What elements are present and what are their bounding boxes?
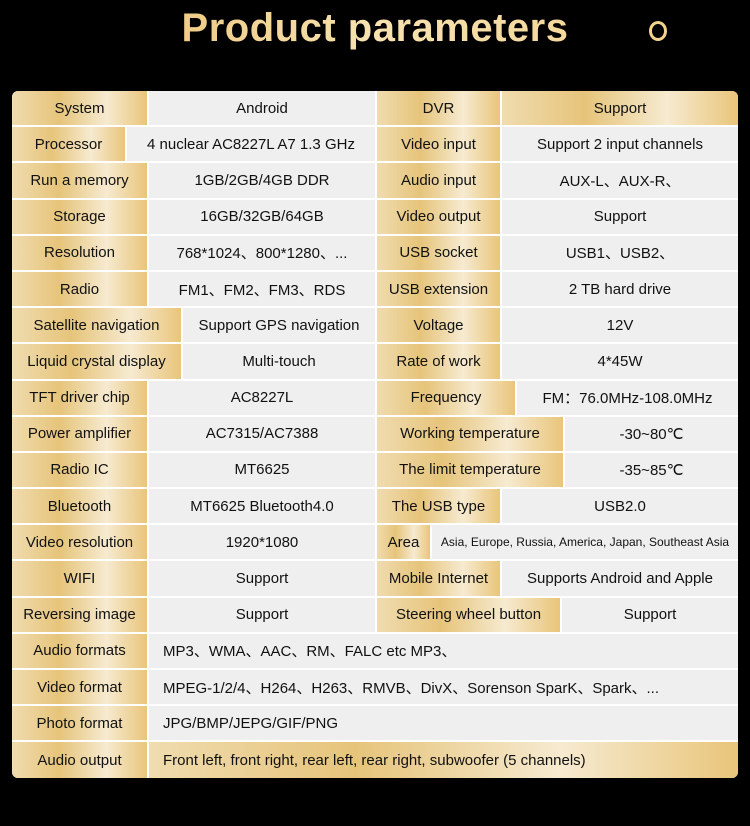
value-cell: USB1、USB2、	[502, 235, 738, 270]
label-cell: Liquid crystal display	[12, 344, 181, 379]
table-row: Video format MPEG-1/2/4、H264、H263、RMVB、D…	[12, 670, 738, 705]
table-row: Audio formats MP3、WMA、AAC、RM、FALC etc MP…	[12, 633, 738, 668]
table-row: Resolution 768*1024、800*1280、... USB soc…	[12, 235, 738, 270]
value-cell: JPG/BMP/JEPG/GIF/PNG	[149, 706, 738, 741]
label-cell: Video format	[12, 670, 147, 705]
label-cell: Storage	[12, 199, 147, 234]
value-cell: Support	[562, 597, 738, 632]
table-row: System Android DVR Support	[12, 91, 738, 126]
table-row: Run a memory 1GB/2GB/4GB DDR Audio input…	[12, 163, 738, 198]
table-row: TFT driver chip AC8227L Frequency FM：76.…	[12, 380, 738, 415]
value-cell: 4 nuclear AC8227L A7 1.3 GHz	[127, 127, 375, 162]
value-cell: AC8227L	[149, 380, 375, 415]
value-cell: MP3、WMA、AAC、RM、FALC etc MP3、	[149, 633, 738, 668]
value-cell: FM1、FM2、FM3、RDS	[149, 271, 375, 307]
table-row: Video resolution 1920*1080 Area Asia, Eu…	[12, 525, 738, 560]
label-cell: Area	[377, 525, 430, 560]
table-row: Satellite navigation Support GPS navigat…	[12, 308, 738, 343]
value-cell: 1GB/2GB/4GB DDR	[149, 163, 375, 198]
value-cell: Android	[149, 91, 375, 126]
value-cell: AC7315/AC7388	[149, 416, 375, 451]
table-row: Audio output Front left, front right, re…	[12, 742, 738, 778]
page-title: Product parameters	[0, 6, 750, 51]
circle-icon	[649, 21, 667, 41]
label-cell: DVR	[377, 91, 500, 126]
value-cell: 1920*1080	[149, 525, 375, 560]
label-cell: Satellite navigation	[12, 308, 181, 343]
value-cell: Support 2 input channels	[502, 127, 738, 162]
label-cell: USB extension	[377, 271, 500, 307]
label-cell: System	[12, 91, 147, 126]
value-cell: MT6625 Bluetooth4.0	[149, 489, 375, 524]
table-row: WIFI Support Mobile Internet Supports An…	[12, 561, 738, 596]
value-cell: Support GPS navigation	[183, 308, 375, 343]
value-cell: 2 TB hard drive	[502, 271, 738, 307]
label-cell: Steering wheel button	[377, 597, 560, 632]
value-cell: Multi-touch	[183, 344, 375, 379]
label-cell: Photo format	[12, 706, 147, 741]
label-cell: TFT driver chip	[12, 380, 147, 415]
value-cell: -35~85℃	[565, 452, 738, 488]
value-cell: Support	[502, 91, 738, 126]
table-row: Power amplifier AC7315/AC7388 Working te…	[12, 416, 738, 451]
label-cell: Video input	[377, 127, 500, 162]
value-cell: AUX-L、AUX-R、	[502, 163, 738, 198]
value-cell: -30~80℃	[565, 416, 738, 451]
table-row: Storage 16GB/32GB/64GB Video output Supp…	[12, 199, 738, 234]
label-cell: Rate of work	[377, 344, 500, 379]
value-cell: 12V	[502, 308, 738, 343]
label-cell: Audio output	[12, 742, 147, 778]
label-cell: Reversing image	[12, 597, 147, 632]
label-cell: Radio IC	[12, 452, 147, 488]
label-cell: Processor	[12, 127, 125, 162]
value-cell: Asia, Europe, Russia, America, Japan, So…	[432, 525, 738, 560]
table-row: Radio FM1、FM2、FM3、RDS USB extension 2 TB…	[12, 271, 738, 307]
label-cell: Bluetooth	[12, 489, 147, 524]
table-row: Radio IC MT6625 The limit temperature -3…	[12, 452, 738, 488]
label-cell: Voltage	[377, 308, 500, 343]
value-cell: Supports Android and Apple	[502, 561, 738, 596]
label-cell: Working temperature	[377, 416, 563, 451]
value-cell: Front left, front right, rear left, rear…	[149, 742, 738, 778]
label-cell: Audio formats	[12, 633, 147, 668]
table-row: Reversing image Support Steering wheel b…	[12, 597, 738, 632]
table-row: Bluetooth MT6625 Bluetooth4.0 The USB ty…	[12, 489, 738, 524]
label-cell: Run a memory	[12, 163, 147, 198]
table-row: Liquid crystal display Multi-touch Rate …	[12, 344, 738, 379]
value-cell: Support	[502, 199, 738, 234]
label-cell: Video resolution	[12, 525, 147, 560]
label-cell: Audio input	[377, 163, 500, 198]
label-cell: The USB type	[377, 489, 500, 524]
value-cell: Support	[149, 597, 375, 632]
value-cell: 4*45W	[502, 344, 738, 379]
value-cell: FM：76.0MHz-108.0MHz	[517, 380, 738, 415]
value-cell: MT6625	[149, 452, 375, 488]
label-cell: Video output	[377, 199, 500, 234]
label-cell: WIFI	[12, 561, 147, 596]
label-cell: USB socket	[377, 235, 500, 270]
parameters-table: System Android DVR Support Processor 4 n…	[12, 91, 738, 778]
value-cell: 768*1024、800*1280、...	[149, 235, 375, 270]
table-row: Processor 4 nuclear AC8227L A7 1.3 GHz V…	[12, 127, 738, 162]
label-cell: Resolution	[12, 235, 147, 270]
label-cell: Frequency	[377, 380, 515, 415]
label-cell: Power amplifier	[12, 416, 147, 451]
label-cell: Radio	[12, 271, 147, 307]
label-cell: The limit temperature	[377, 452, 563, 488]
value-cell: MPEG-1/2/4、H264、H263、RMVB、DivX、Sorenson …	[149, 670, 738, 705]
value-cell: 16GB/32GB/64GB	[149, 199, 375, 234]
table-row: Photo format JPG/BMP/JEPG/GIF/PNG	[12, 706, 738, 741]
value-cell: USB2.0	[502, 489, 738, 524]
label-cell: Mobile Internet	[377, 561, 500, 596]
value-cell: Support	[149, 561, 375, 596]
